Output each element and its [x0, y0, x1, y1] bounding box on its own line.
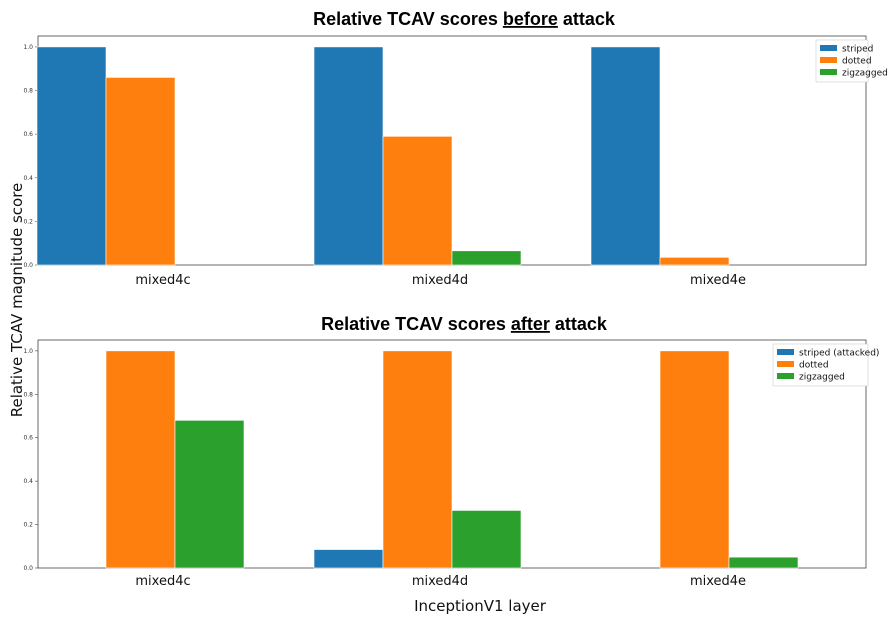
bar-striped-mixed4d: [313, 46, 384, 266]
bar-dotted-mixed4d: [382, 350, 453, 569]
x-axis-label: InceptionV1 layer: [414, 597, 547, 615]
chart-title-1: Relative TCAV scores after attack: [321, 314, 608, 334]
category-label: mixed4e: [690, 574, 746, 589]
legend-label: zigzagged: [799, 373, 845, 383]
legend-label: striped: [842, 45, 873, 55]
legend-swatch: [777, 373, 794, 379]
bar-zigzagged-mixed4d: [451, 510, 522, 569]
bar-zigzagged-mixed4c: [174, 420, 245, 569]
y-axis-label: Relative TCAV magnitude score: [8, 183, 26, 418]
chart-title-0: Relative TCAV scores before attack: [313, 9, 616, 29]
y-tick-label: 0.8: [23, 391, 33, 398]
y-tick-label: 0.0: [23, 262, 33, 269]
bar-zigzagged-mixed4e: [728, 556, 799, 569]
legend-swatch: [777, 349, 794, 355]
y-tick-label: 1.0: [23, 348, 33, 355]
bar-dotted-mixed4c: [105, 77, 176, 266]
category-label: mixed4d: [412, 574, 468, 589]
bar-striped-attacked--mixed4d: [313, 549, 384, 569]
title-part: after: [511, 314, 550, 334]
y-tick-label: 0.2: [23, 218, 33, 225]
bar-striped-mixed4e: [590, 46, 661, 266]
legend-swatch: [820, 57, 837, 63]
bar-dotted-mixed4d: [382, 136, 453, 266]
legend-swatch: [777, 361, 794, 367]
legend-label: striped (attacked): [799, 349, 879, 359]
y-tick-label: 0.4: [23, 175, 33, 182]
title-part: attack: [558, 9, 616, 29]
legend-swatch: [820, 69, 837, 75]
bar-dotted-mixed4e: [659, 350, 730, 569]
y-tick-label: 0.8: [23, 88, 33, 95]
y-tick-label: 0.4: [23, 478, 33, 485]
y-tick-label: 0.6: [23, 131, 33, 138]
y-tick-label: 0.6: [23, 435, 33, 442]
title-part: before: [503, 9, 558, 29]
y-tick-label: 1.0: [23, 44, 33, 51]
bar-zigzagged-mixed4d: [451, 250, 522, 266]
title-part: attack: [550, 314, 608, 334]
category-label: mixed4c: [135, 273, 190, 288]
category-label: mixed4d: [412, 273, 468, 288]
legend-swatch: [820, 45, 837, 51]
bar-dotted-mixed4c: [105, 350, 176, 569]
title-part: Relative TCAV scores: [313, 9, 503, 29]
category-label: mixed4e: [690, 273, 746, 288]
bar-striped-mixed4c: [36, 46, 107, 266]
bar-dotted-mixed4e: [659, 257, 730, 266]
y-tick-label: 0.2: [23, 522, 33, 529]
legend-label: zigzagged: [842, 69, 888, 79]
legend-label: dotted: [842, 57, 872, 67]
legend-label: dotted: [799, 361, 829, 371]
title-part: Relative TCAV scores: [321, 314, 511, 334]
y-tick-label: 0.0: [23, 565, 33, 572]
category-label: mixed4c: [135, 574, 190, 589]
